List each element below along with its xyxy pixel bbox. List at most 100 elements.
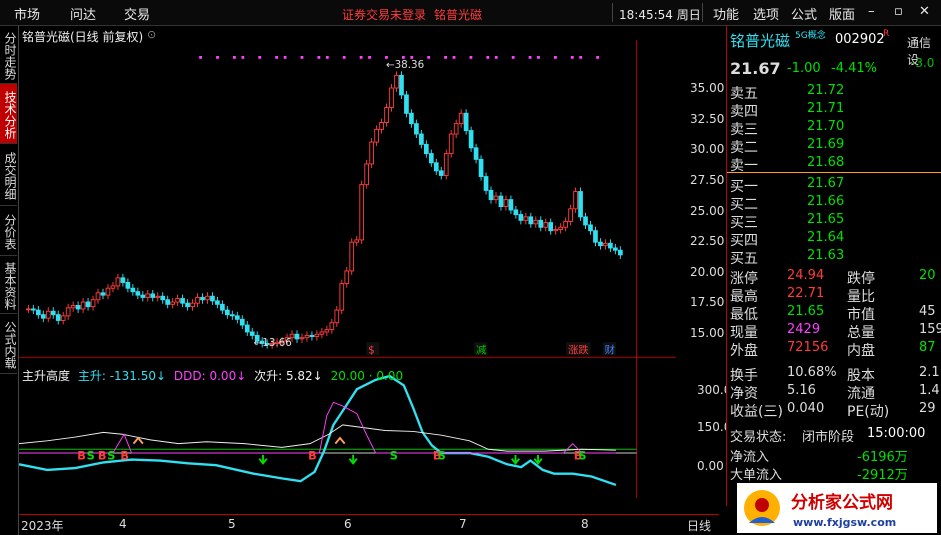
candle-body (399, 74, 404, 96)
candle-body (279, 340, 285, 343)
stat-value: 159 (919, 322, 941, 337)
minimize-icon[interactable]: – (868, 4, 875, 19)
ask-label: 卖四 (730, 104, 758, 120)
ask-price[interactable]: 21.70 (807, 119, 845, 134)
menu-options[interactable]: 选项 (753, 8, 780, 23)
candle-body (563, 221, 568, 228)
candle-body (100, 292, 106, 296)
candle-body (210, 295, 215, 302)
stat-label: 外盘 (730, 343, 758, 359)
ask-label: 卖三 (730, 122, 758, 138)
menu-trade[interactable]: 交易 (124, 8, 151, 23)
bid-price[interactable]: 21.64 (807, 230, 845, 245)
candle-body (583, 216, 588, 226)
tab-formula[interactable]: 公式内载 (0, 314, 17, 374)
candle-body (433, 162, 439, 172)
period-label[interactable]: 日线 (687, 519, 712, 533)
candle-body (478, 158, 484, 178)
bid-price[interactable]: 21.63 (807, 248, 845, 263)
stat-value: 10.68% (787, 365, 837, 380)
candle-body (458, 112, 464, 125)
concept-tag[interactable]: 5G概念 (795, 31, 826, 41)
bid-price[interactable]: 21.67 (807, 176, 845, 191)
y-tick-label: 17.50 (690, 295, 725, 309)
candle-body (26, 308, 31, 311)
big-inflow-label: 大单流入 (730, 468, 783, 483)
login-status[interactable]: 证券交易未登录 (342, 8, 427, 22)
current-price: 21.67 (730, 59, 781, 78)
ask-price[interactable]: 21.72 (807, 83, 845, 98)
candle-body (35, 309, 41, 316)
close-icon[interactable]: ✕ (919, 4, 930, 19)
cisheng-line (19, 424, 616, 452)
signal-dot (579, 56, 583, 59)
industry-tab[interactable]: 通信设 (907, 36, 932, 67)
stat-label: 最低 (730, 307, 758, 323)
candle-body (289, 333, 295, 339)
down-arrow-icon (258, 454, 268, 465)
tab-technical[interactable]: 技术分析 (0, 84, 17, 144)
signal-dot (596, 56, 600, 59)
price-change: -1.00 (787, 61, 821, 76)
menu-formula[interactable]: 公式 (791, 8, 818, 23)
trade-state-label: 交易状态: (730, 430, 787, 445)
candle-body (423, 143, 429, 155)
restore-icon[interactable]: ▫ (894, 4, 903, 19)
bs-signal: B (77, 450, 86, 463)
stock-code: 002902 (835, 32, 885, 47)
menu-function[interactable]: 功能 (713, 8, 740, 23)
bid-label: 买三 (730, 215, 758, 231)
candle-body (354, 239, 360, 243)
indicator-name[interactable]: 主升高度 (22, 369, 71, 383)
clock: 18:45:54 周日 (619, 8, 701, 22)
candle-body (573, 191, 578, 210)
ask-price[interactable]: 21.68 (807, 155, 845, 170)
candle-body (613, 247, 618, 251)
bs-signal: B (308, 450, 317, 463)
tab-intraday[interactable]: 分时走势 (0, 26, 17, 84)
event-marker: 减 (476, 345, 487, 357)
signal-dot (359, 56, 363, 59)
candle-body (60, 315, 66, 321)
signal-dot (199, 56, 203, 59)
tab-price-table[interactable]: 分价表 (0, 206, 17, 256)
kline-chart[interactable]: ←38.36←13.66$ 减涨跌财 B S B S B B S BS BS (19, 26, 676, 514)
signal-dot (553, 56, 557, 59)
y-tick-label: 35.00 (690, 81, 725, 95)
candle-body (344, 270, 350, 285)
candle-body (155, 295, 161, 298)
bid-price[interactable]: 21.66 (807, 194, 845, 209)
menu-wenda[interactable]: 问达 (70, 8, 97, 23)
stat-label: 流通 (847, 386, 875, 402)
chart-title: 铭普光磁(日线 前复权) (22, 30, 144, 44)
top-menu-bar: 市场 问达 交易 证券交易未登录 铭普光磁 18:45:54 周日 功能 选项 … (0, 0, 941, 26)
candle-body (389, 87, 394, 109)
candle-body (130, 287, 136, 293)
net-inflow: -6196万 (857, 450, 908, 465)
ask-price[interactable]: 21.69 (807, 137, 845, 152)
candle-body (463, 112, 469, 132)
candle-body (40, 314, 46, 319)
y-tick-label: 30.00 (690, 142, 725, 156)
signal-dot (486, 56, 490, 59)
candle-body (553, 229, 559, 232)
ask-price[interactable]: 21.71 (807, 101, 845, 116)
divider (612, 3, 613, 22)
candle-body (488, 189, 494, 201)
tab-profile[interactable]: 基本资料 (0, 256, 17, 314)
signal-dot (342, 56, 346, 59)
stat-label: 内盘 (847, 343, 875, 359)
candle-body (483, 176, 489, 191)
candle-body (274, 341, 280, 344)
dropdown-icon[interactable]: ⊙ (147, 28, 157, 41)
bid-price[interactable]: 21.65 (807, 212, 845, 227)
menu-layout[interactable]: 版面 (829, 8, 856, 23)
candle-body (508, 199, 514, 211)
signal-dot (452, 56, 456, 59)
tab-trade-detail[interactable]: 成交明细 (0, 144, 17, 206)
level-value: 20.00 · 0.00 (330, 369, 404, 383)
menu-market[interactable]: 市场 (14, 8, 41, 23)
signal-dot (325, 56, 329, 59)
quote-panel: 铭普光磁 5G概念 002902 R 通信设 -3.0 21.67 -1.00 … (726, 26, 941, 506)
candle-body (419, 133, 424, 145)
